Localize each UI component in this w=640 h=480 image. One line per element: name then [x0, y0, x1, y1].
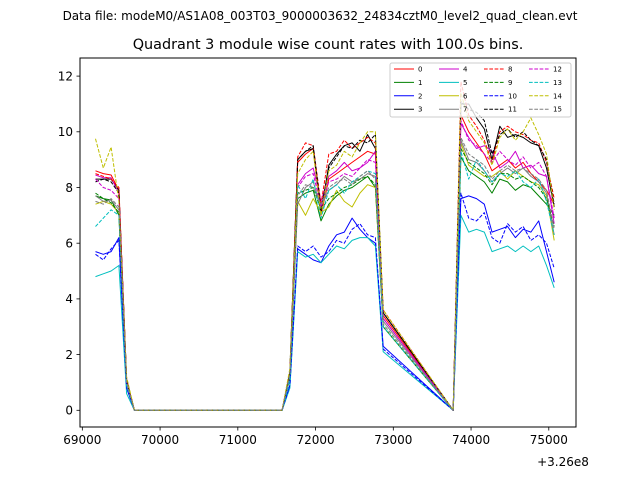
legend-frame [389, 62, 572, 118]
x-tick-label: 73000 [374, 433, 412, 447]
y-tick-label: 4 [65, 292, 73, 306]
legend-label-11: 11 [508, 106, 517, 114]
legend-label-3: 3 [418, 106, 422, 114]
x-tick-label: 71000 [219, 433, 257, 447]
legend-label-5: 5 [463, 79, 467, 87]
legend-label-12: 12 [553, 66, 562, 74]
x-tick-label: 70000 [141, 433, 179, 447]
axes-frame [79, 57, 577, 428]
legend-label-9: 9 [508, 79, 512, 87]
x-tick-label: 74000 [452, 433, 490, 447]
x-axis: 69000 70000 71000 72000 73000 74000 75000 [63, 427, 568, 447]
figure-suptitle: Data file: modeM0/AS1A08_003T03_90000036… [63, 9, 578, 23]
x-tick-label: 75000 [530, 433, 568, 447]
y-tick-label: 6 [65, 236, 73, 250]
series-line-15 [95, 136, 555, 411]
y-tick-label: 2 [65, 348, 73, 362]
legend-label-8: 8 [508, 66, 512, 74]
legend-label-4: 4 [463, 66, 468, 74]
series-line-9 [95, 148, 555, 411]
y-tick-label: 0 [65, 404, 73, 418]
legend-label-14: 14 [553, 92, 562, 100]
y-tick-label: 12 [58, 69, 73, 83]
legend-label-13: 13 [553, 79, 562, 87]
y-tick-label: 8 [65, 181, 73, 195]
legend-label-1: 1 [418, 79, 422, 87]
plot-lines [95, 81, 555, 411]
legend-label-7: 7 [463, 106, 467, 114]
y-axis: 0 2 4 6 8 10 12 [58, 69, 80, 418]
legend-label-6: 6 [463, 92, 468, 100]
x-tick-label: 69000 [63, 433, 101, 447]
chart-title: Quadrant 3 module wise count rates with … [133, 37, 524, 53]
x-tick-label: 72000 [296, 433, 334, 447]
legend-label-15: 15 [553, 106, 562, 114]
legend-label-10: 10 [508, 92, 517, 100]
legend-label-0: 0 [418, 66, 422, 74]
x-axis-offset-text: +3.26e8 [537, 455, 589, 469]
y-tick-label: 10 [58, 125, 73, 139]
legend-label-2: 2 [418, 92, 422, 100]
